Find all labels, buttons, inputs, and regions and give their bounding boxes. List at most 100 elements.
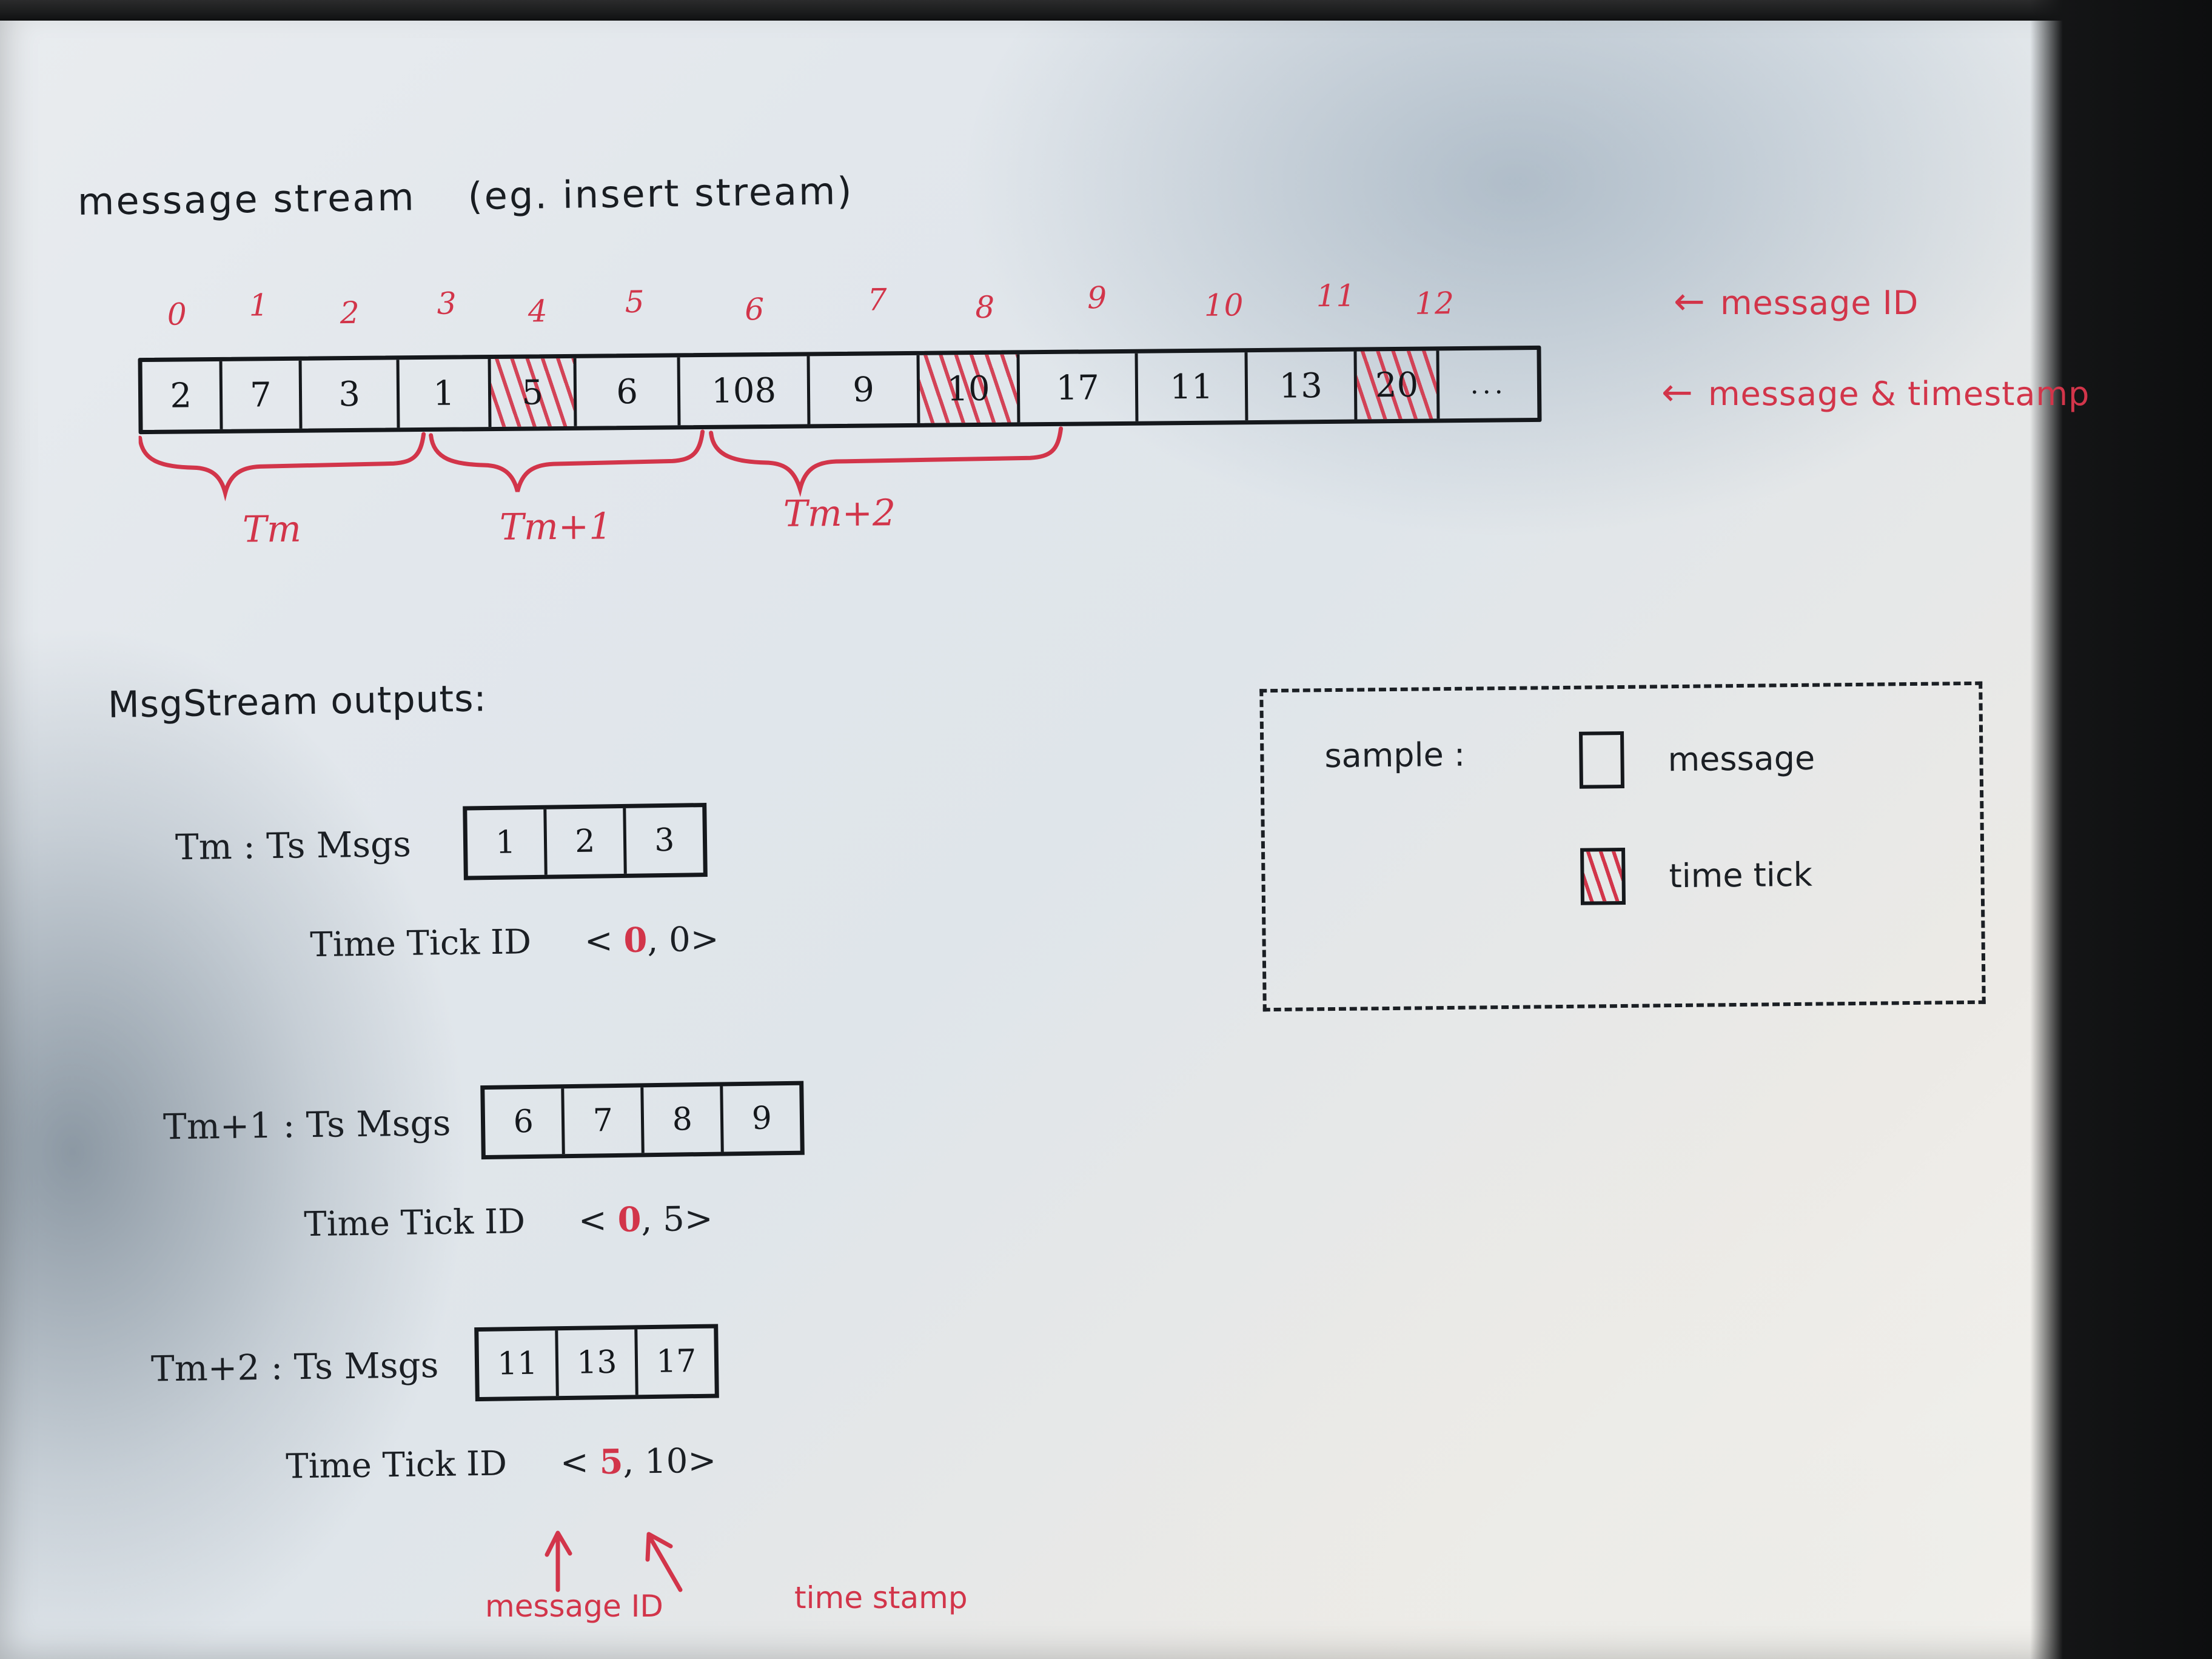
desk-background-top	[0, 0, 2212, 21]
output-msg-cell: 8	[643, 1086, 725, 1153]
stream-cell: 9	[809, 355, 920, 424]
timetick-label: Time Tick ID	[309, 922, 532, 965]
annotation-message-timestamp-label: message & timestamp	[1708, 375, 2090, 413]
stream-cell-value: 11	[1169, 367, 1213, 407]
stream-index-label: 2	[340, 295, 360, 331]
output-msg-cell: 11	[478, 1330, 560, 1397]
output-label-tm1: Tm+1 : Ts Msgs	[163, 1102, 451, 1148]
title-main: message stream	[77, 175, 417, 224]
stream-cell: 17	[1019, 353, 1139, 423]
stream-cell: 1	[399, 359, 492, 428]
stream-cell-value: 3	[338, 374, 361, 414]
stream-cell: ...	[1439, 350, 1538, 418]
output-msg-cell: 6	[484, 1088, 566, 1155]
output-block-tm2: Tm+2 : Ts Msgs 11 13 17 Time Tick ID < 5, …	[150, 1324, 720, 1488]
timetick-swatch-icon	[1580, 847, 1626, 905]
stream-cell-value: 17	[1056, 367, 1100, 408]
stream-index-label: 7	[867, 282, 888, 318]
stream-index-label: 4	[528, 293, 548, 329]
timetick-open: <	[578, 1201, 608, 1241]
output-timetick-tm1: Time Tick ID < 0, 5>	[303, 1198, 806, 1245]
stream-cell: 10	[919, 354, 1021, 423]
stream-cell: 20	[1356, 350, 1440, 420]
output-timetick-tm: Time Tick ID < 0, 0>	[310, 919, 719, 965]
stream-cell-value: 13	[1279, 366, 1323, 406]
output-msg-cell: 13	[558, 1329, 639, 1396]
stream-index-label: 11	[1316, 278, 1356, 314]
stream-cell-value: 20	[1375, 365, 1419, 405]
stream-index-label: 6	[745, 292, 765, 327]
output-label-tm: Tm : Ts Msgs	[175, 823, 412, 868]
annotation-message-timestamp: ← message & timestamp	[1661, 370, 2090, 414]
output-msg-cell: 3	[654, 822, 675, 859]
stream-cell-value: ...	[1470, 368, 1507, 400]
timetick-id: 0	[617, 1199, 642, 1240]
stream-cell-value: 9	[852, 370, 875, 410]
timetick-comma: ,	[623, 1442, 634, 1482]
stream-cell-value: 5	[521, 372, 544, 413]
timetick-open: <	[560, 1443, 589, 1483]
stream-cell-value: 108	[711, 370, 777, 411]
output-msgs-tm2: 11 13 17	[474, 1324, 720, 1402]
timetick-close: >	[690, 919, 720, 960]
output-msg-cell: 9	[751, 1100, 773, 1137]
output-timetick-tm2: Time Tick ID < 5, 10>	[285, 1440, 720, 1487]
output-label-tm2: Tm+2 : Ts Msgs	[150, 1344, 439, 1390]
title-paren: (eg. insert stream)	[468, 169, 854, 219]
left-arrow-icon: ←	[1661, 370, 1694, 414]
stream-index-label: 12	[1415, 286, 1455, 321]
output-msg-cell: 17	[655, 1342, 697, 1380]
paper-sheet	[0, 0, 2151, 1659]
timetick-ts: 10	[644, 1441, 688, 1482]
stream-cell: 2	[142, 361, 223, 431]
output-msg-cell: 1	[467, 809, 548, 876]
stream-cell: 108	[680, 356, 811, 426]
stream-index-label: 1	[249, 287, 269, 323]
message-swatch-icon	[1579, 731, 1624, 789]
stream-cell: 5	[491, 358, 577, 427]
stream-cell: 11	[1138, 352, 1248, 421]
timetick-id: 5	[599, 1441, 623, 1483]
stream-group-braces	[138, 421, 1583, 507]
timetick-ts: 5	[662, 1199, 685, 1239]
brace-svg	[138, 426, 1064, 501]
stream-cells: 2 7 3 1 5 6 108 9 10 17 11 13 20...	[138, 345, 1542, 435]
output-msg-cell: 2	[546, 808, 627, 875]
stream-cell-value: 1	[432, 374, 455, 414]
timetick-label: Time Tick ID	[303, 1202, 526, 1245]
stream-cell: 3	[301, 360, 400, 429]
stream-cell: 13	[1247, 351, 1358, 421]
stream-index-label: 10	[1204, 287, 1244, 323]
stream-cell-value: 6	[616, 372, 638, 412]
legend-item-timetick: time tick	[1580, 846, 1812, 905]
stream-cell-value: 2	[170, 375, 192, 416]
stream-index-label: 9	[1087, 280, 1108, 316]
pointer-arrows-svg	[545, 1530, 683, 1592]
stream-index-label: 0	[167, 297, 187, 332]
stream-cell: 7	[222, 360, 303, 429]
outputs-heading: MsgStream outputs:	[107, 677, 488, 726]
stream-index-label: 8	[975, 289, 996, 326]
stream-index-label: 3	[437, 286, 457, 321]
output-msg-cell: 7	[564, 1087, 645, 1155]
group-label-0: Tm	[242, 508, 302, 551]
group-label-1: Tm+1	[499, 505, 612, 549]
stream-cell: 6	[576, 357, 681, 426]
timetick-comma: ,	[641, 1200, 652, 1240]
timetick-id: 0	[623, 920, 648, 960]
timetick-close: >	[684, 1199, 714, 1239]
legend-box: sample : message time tick	[1259, 681, 1986, 1012]
left-arrow-icon: ←	[1674, 279, 1706, 323]
legend-title: sample :	[1324, 735, 1466, 776]
message-stream-diagram: 0 1 2 3 4 5 6 7 8 9 10 11 12 2 7 3 1 5 6 108 9 10 17 11 13 20...…	[138, 278, 1542, 551]
stream-index-label: 5	[625, 284, 645, 320]
stream-cell-value: 7	[249, 375, 272, 415]
timetick-close: >	[687, 1441, 717, 1481]
legend-label-timetick: time tick	[1669, 855, 1813, 895]
timetick-label: Time Tick ID	[285, 1444, 508, 1487]
timetick-open: <	[584, 921, 614, 961]
